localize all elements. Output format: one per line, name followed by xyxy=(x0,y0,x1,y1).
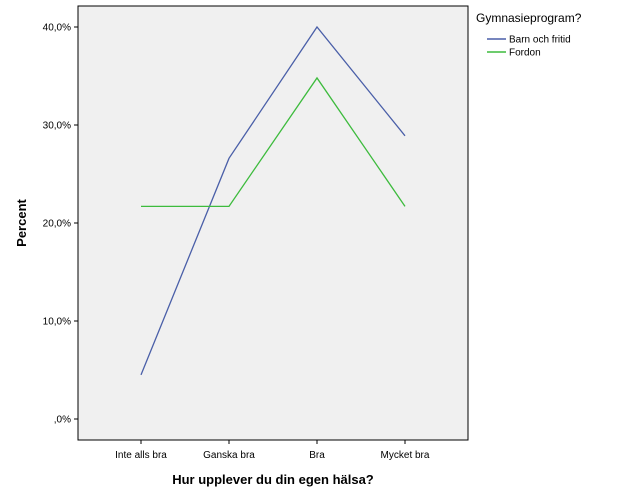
legend-label: Barn och fritid xyxy=(509,35,571,46)
y-axis: ,0% 10,0% 20,0% 30,0% 40,0% xyxy=(43,23,78,426)
y-tick-label: 10,0% xyxy=(43,317,71,328)
x-axis: Inte alls bra Ganska bra Bra Mycket bra xyxy=(115,440,430,461)
legend-title: Gymnasieprogram? xyxy=(476,11,582,25)
series-line-2 xyxy=(141,76,406,207)
plot-area xyxy=(77,5,469,441)
x-tick-label: Inte alls bra xyxy=(115,450,167,461)
y-axis-title: Percent xyxy=(14,198,29,246)
legend: Gymnasieprogram? Barn och fritid Fordon xyxy=(476,11,582,59)
legend-label: Fordon xyxy=(509,48,541,59)
y-tick-label: 40,0% xyxy=(43,23,71,34)
y-tick-label: ,0% xyxy=(54,415,71,426)
x-axis-title: Hur upplever du din egen hälsa? xyxy=(172,472,374,487)
series-line-1 xyxy=(140,25,406,376)
series-lines xyxy=(140,25,406,376)
x-tick-label: Ganska bra xyxy=(203,450,255,461)
y-tick-label: 20,0% xyxy=(43,219,71,230)
x-tick-label: Bra xyxy=(309,450,325,461)
x-tick-label: Mycket bra xyxy=(381,450,430,461)
y-tick-label: 30,0% xyxy=(43,121,71,132)
